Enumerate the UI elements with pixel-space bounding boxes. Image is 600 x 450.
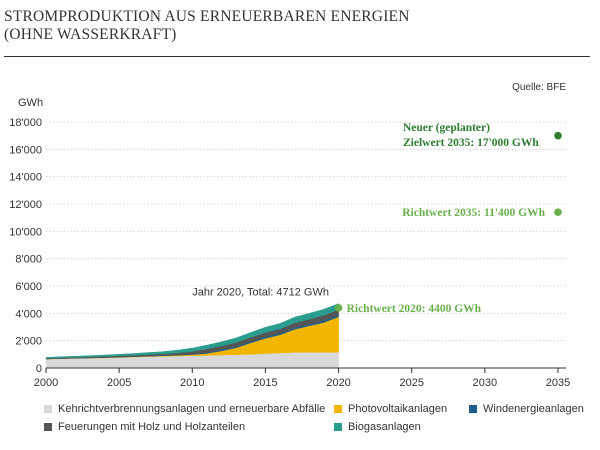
legend-label: Kehrichtverbrennungsanlagen und erneuerb…	[58, 403, 326, 415]
legend-item: Photovoltaikanlagen	[334, 403, 447, 415]
y-tick-label: 14'000	[9, 172, 42, 184]
gridlines	[46, 121, 566, 342]
chart-title: STROMPRODUKTION AUS ERNEUERBAREN ENERGIE…	[4, 8, 410, 44]
y-tick-label: 2'000	[15, 336, 42, 348]
y-tick-label: 6'000	[15, 281, 42, 293]
y-tick-label: 4'000	[15, 308, 42, 320]
legend-label: Photovoltaikanlagen	[348, 403, 448, 415]
legend-swatch	[334, 405, 342, 413]
zielwert-2035-point	[554, 131, 562, 140]
legend-item: Feuerungen mit Holz und Holzanteilen	[44, 421, 245, 433]
legend-item: Biogasanlagen	[334, 421, 421, 433]
x-tick-label: 2020	[326, 377, 350, 389]
y-tick-label: 8'000	[15, 254, 42, 266]
richtwert-2035-point	[554, 208, 562, 216]
total-2020-label: Jahr 2020, Total: 4712 GWh	[192, 287, 329, 299]
x-tick-label: 2015	[253, 377, 277, 389]
legend-swatch	[469, 405, 477, 413]
chart-title-line2: (OHNE WASSERKRAFT)	[4, 26, 177, 43]
legend-item: Windenergieanlagen	[469, 403, 584, 415]
y-axis-unit: GWh	[18, 97, 43, 109]
legend-swatch	[44, 423, 52, 431]
x-tick-label: 2000	[34, 377, 58, 389]
source-label: Quelle: BFE	[512, 82, 566, 93]
richtwert-2035-label: Richtwert 2035: 11'400 GWh	[402, 207, 545, 219]
zielwert-2035-label-line2: Zielwert 2035: 17'000 GWh	[403, 137, 539, 149]
legend-swatch	[44, 405, 52, 413]
legend-label: Feuerungen mit Holz und Holzanteilen	[58, 421, 246, 433]
x-tick-label: 2005	[107, 377, 131, 389]
legend-swatch	[334, 423, 342, 431]
richtwert-2020-point	[334, 304, 343, 312]
y-tick-label: 12'000	[9, 199, 42, 211]
legend-item: Kehrichtverbrennungsanlagen und erneuerb…	[44, 403, 325, 415]
x-tick-label: 2025	[399, 377, 423, 389]
x-tick-label: 2030	[473, 377, 497, 389]
legend-label: Biogasanlagen	[348, 421, 421, 433]
chart-title-line1: STROMPRODUKTION AUS ERNEUERBAREN ENERGIE…	[4, 8, 410, 25]
y-tick-label: 0	[36, 363, 42, 375]
x-axis: 2000 2005 2010 2015 2020 2025 2030 2035	[34, 367, 570, 389]
richtwert-2020-label: Richtwert 2020: 4400 GWh	[347, 303, 482, 315]
title-divider	[4, 56, 590, 57]
y-tick-label: 16'000	[9, 144, 42, 156]
y-tick-label: 10'000	[9, 226, 42, 238]
legend-label: Windenergieanlagen	[483, 403, 584, 415]
zielwert-2035-label-line1: Neuer (geplanter)	[403, 122, 490, 134]
x-tick-label: 2035	[546, 377, 570, 389]
x-tick-label: 2010	[180, 377, 204, 389]
annotations: Jahr 2020, Total: 4712 GWh Richtwert 2020…	[192, 122, 562, 315]
y-tick-label: 18'000	[9, 117, 42, 129]
y-tick-labels: 0 2'000 4'000 6'000 8'000 10'000 12'000 14'000 1…	[9, 117, 42, 375]
